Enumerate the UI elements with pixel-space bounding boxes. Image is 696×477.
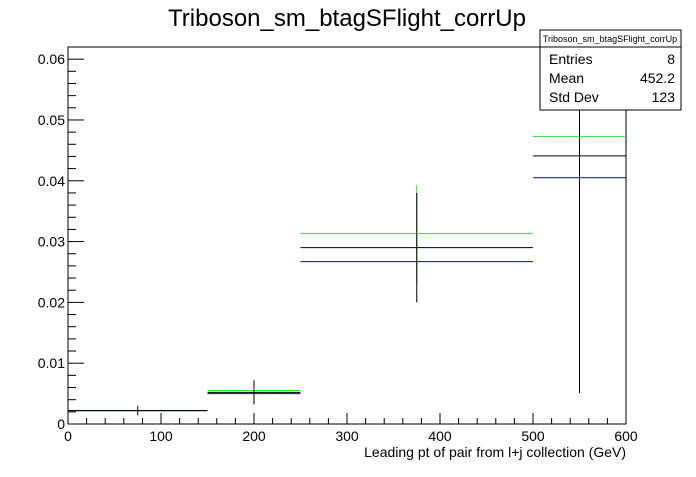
- y-tick-label: 0.06: [38, 51, 65, 67]
- stats-stddev-value: 123: [652, 89, 676, 105]
- x-tick-label: 500: [521, 428, 545, 444]
- stats-mean-value: 452.2: [640, 70, 675, 86]
- axes: 0 100 200 300 400 500 600 0 0.01 0.02 0.03 0.04 0.05…: [38, 46, 638, 444]
- data-layer: [68, 47, 626, 416]
- stats-mean-label: Mean: [549, 70, 584, 86]
- x-axis-label: Leading pt of pair from l+j collection (…: [364, 444, 626, 460]
- chart-title: Triboson_sm_btagSFlight_corrUp: [168, 5, 526, 32]
- stats-entries-label: Entries: [549, 51, 593, 67]
- x-tick-label: 600: [614, 428, 638, 444]
- y-tick-label: 0.03: [38, 234, 65, 250]
- series-0: [68, 47, 626, 416]
- x-tick-label: 300: [335, 428, 359, 444]
- x-tick-label: 0: [64, 428, 72, 444]
- series-2: [68, 177, 626, 412]
- x-tick-label: 100: [149, 428, 173, 444]
- y-tick-label: 0.01: [38, 355, 65, 371]
- x-tick-label: 400: [428, 428, 452, 444]
- stats-box: Triboson_sm_btagSFlight_corrUp Entries 8…: [539, 29, 682, 111]
- y-tick-label: 0.02: [38, 294, 65, 310]
- y-tick-label: 0.05: [38, 112, 65, 128]
- stats-entries-value: 8: [667, 51, 675, 67]
- y-tick-label: 0: [57, 416, 65, 432]
- y-tick-label: 0.04: [38, 173, 65, 189]
- x-tick-label: 200: [242, 428, 266, 444]
- stats-stddev-label: Std Dev: [549, 89, 599, 105]
- stats-box-title: Triboson_sm_btagSFlight_corrUp: [543, 34, 677, 44]
